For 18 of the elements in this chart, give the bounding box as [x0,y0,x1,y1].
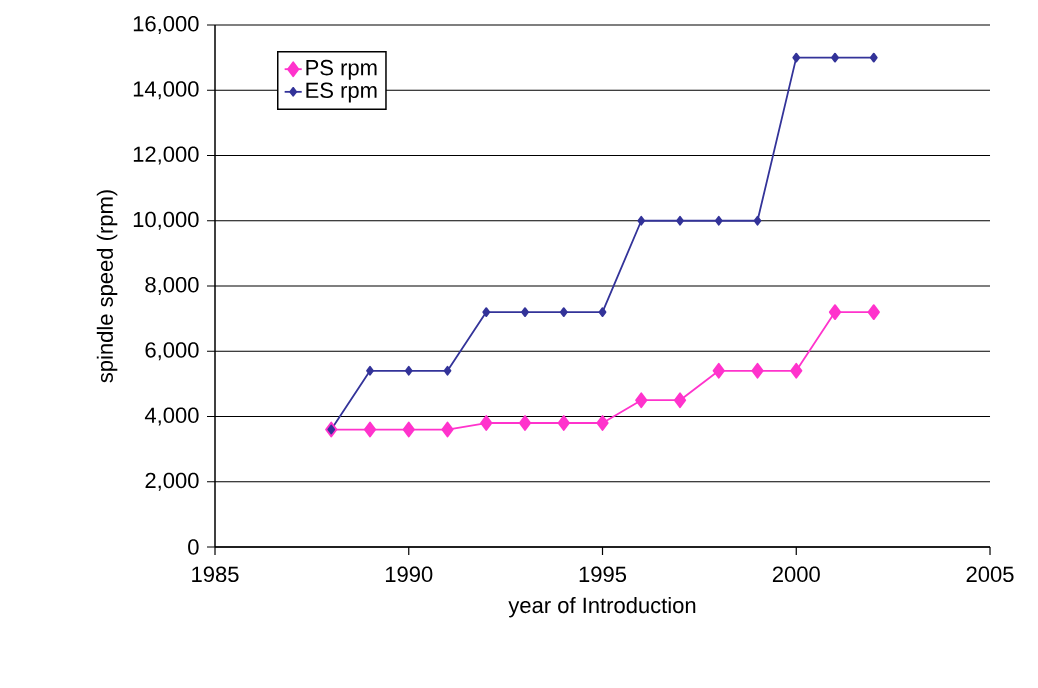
y-tick-label: 14,000 [133,81,199,100]
x-tick-label: 1995 [579,566,627,583]
y-axis-title: spindle speed (rpm) [96,190,118,383]
y-tick-label: 16,000 [133,15,199,35]
x-axis-title: year of Introduction [508,596,696,618]
legend-label: ES rpm [306,82,377,103]
y-tick-label: 8,000 [145,276,199,296]
y-tick-label: 4,000 [144,407,199,426]
legend-label: PS rpm [306,59,377,80]
y-tick-label: 10,000 [133,211,199,230]
x-tick-label: 2005 [966,566,1014,583]
x-tick-label: 1990 [385,566,433,583]
x-tick-label: 2000 [772,566,820,583]
y-tick-label: 6,000 [145,342,199,361]
y-tick-label: 2,000 [145,472,199,491]
x-tick-label: 1985 [192,566,239,583]
y-tick-label: 0 [188,539,199,555]
y-tick-label: 12,000 [133,146,199,165]
